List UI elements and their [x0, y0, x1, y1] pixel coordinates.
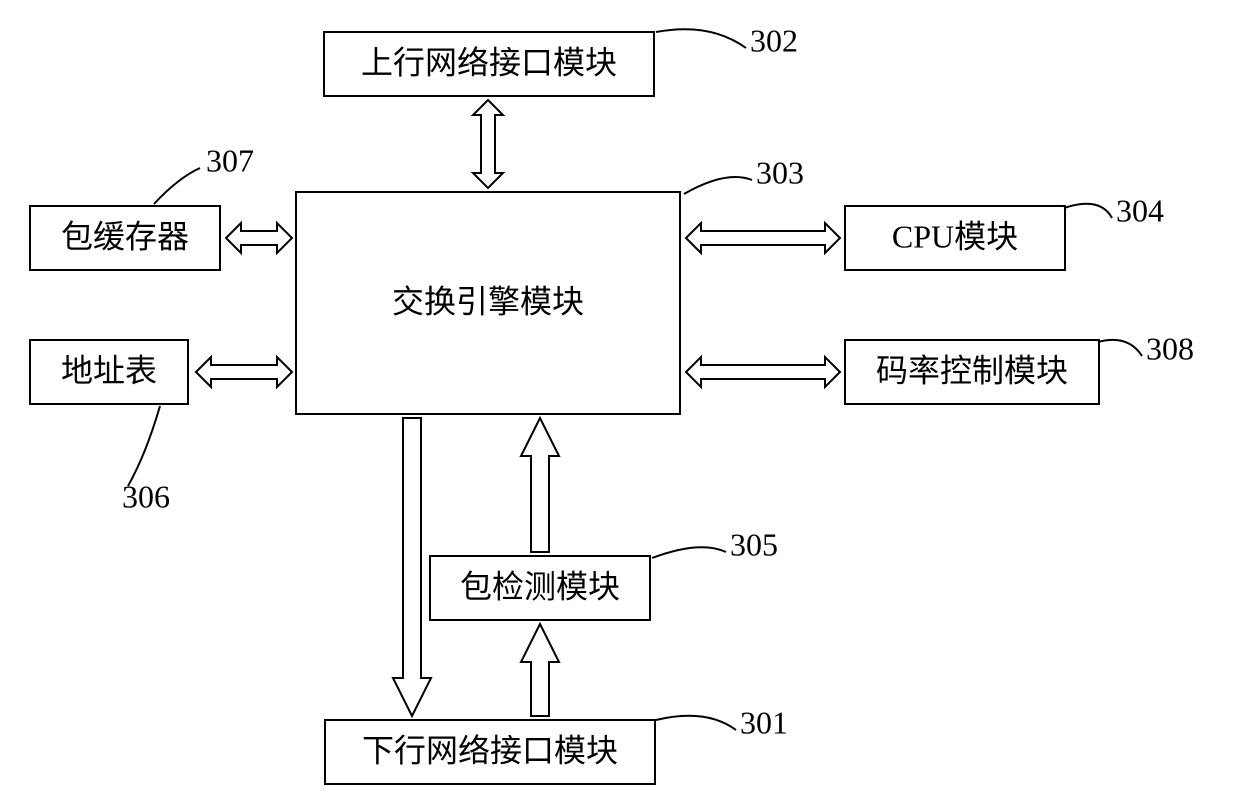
- ref-303: 303: [756, 154, 804, 190]
- leader-l304: [1064, 204, 1112, 218]
- arrow-a_306_303: [196, 357, 292, 387]
- node-307-label: 包缓存器: [61, 218, 189, 254]
- leader-l301: [656, 716, 736, 730]
- leader-l303: [684, 177, 752, 194]
- leader-l307: [154, 168, 200, 204]
- node-305-label: 包检测模块: [460, 568, 620, 604]
- arrow-a_303_308: [686, 357, 840, 387]
- node-301-label: 下行网络接口模块: [362, 732, 618, 768]
- node-302-label: 上行网络接口模块: [361, 44, 617, 80]
- node-308-label: 码率控制模块: [876, 352, 1068, 388]
- arrow-a_303_304: [686, 223, 840, 253]
- node-303-label: 交换引擎模块: [392, 283, 584, 319]
- leader-l306: [128, 406, 160, 486]
- leader-l305: [652, 547, 726, 558]
- leader-l308: [1098, 340, 1142, 356]
- arrow-a_302_303: [473, 100, 503, 188]
- ref-304: 304: [1116, 192, 1164, 228]
- ref-308: 308: [1146, 330, 1194, 366]
- ref-301: 301: [740, 704, 788, 740]
- arrow-a_305_303: [521, 418, 559, 552]
- arrow-a_307_303: [226, 223, 292, 253]
- ref-306: 306: [122, 478, 170, 514]
- ref-307: 307: [206, 142, 254, 178]
- ref-302: 302: [750, 22, 798, 58]
- leader-l302: [656, 29, 746, 48]
- arrow-a_301_305: [521, 624, 559, 716]
- node-304-label: CPU模块: [892, 218, 1018, 254]
- node-306-label: 地址表: [61, 352, 157, 388]
- arrow-a_303_301: [393, 418, 431, 716]
- ref-305: 305: [730, 526, 778, 562]
